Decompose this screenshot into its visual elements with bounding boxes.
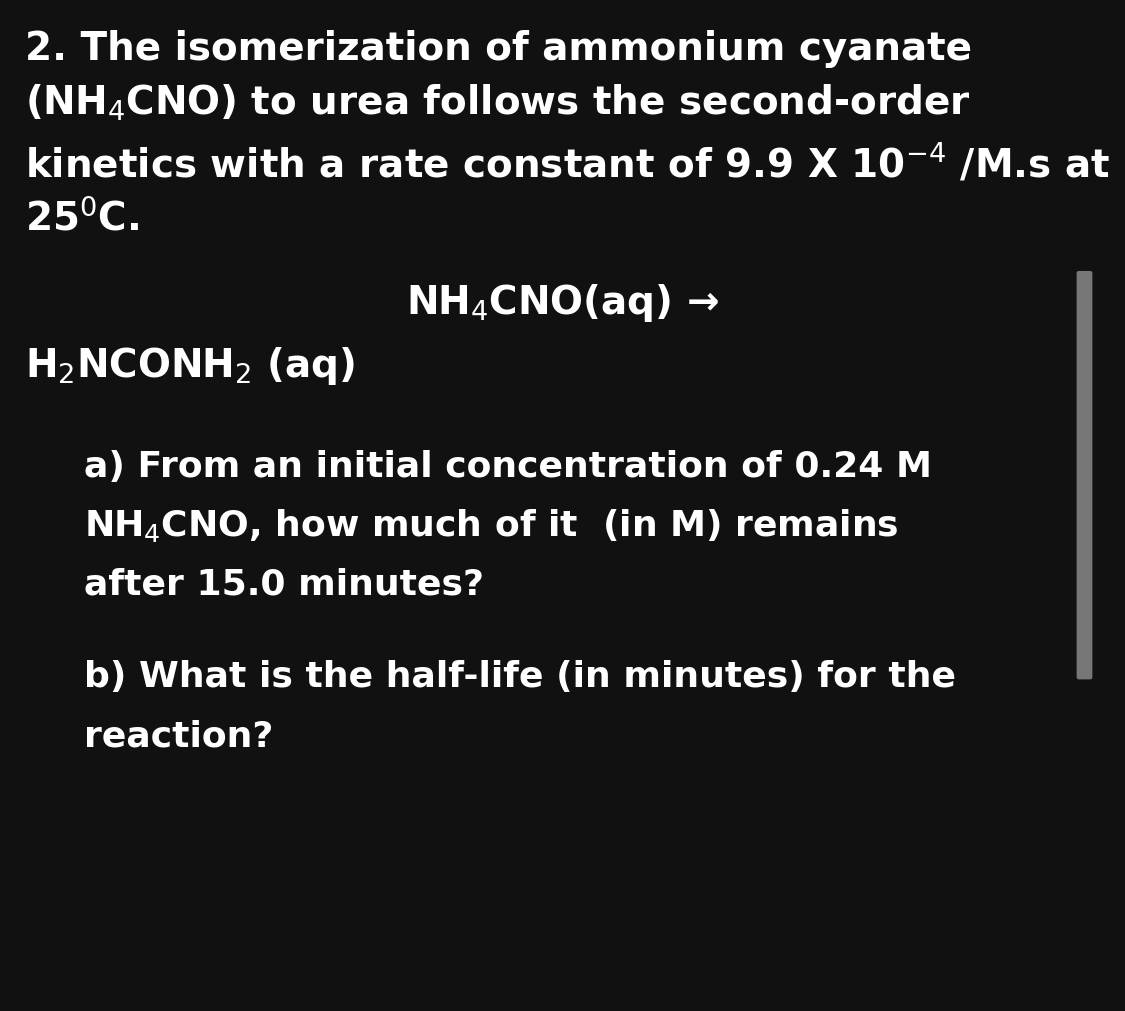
Text: H$_2$NCONH$_2$ (aq): H$_2$NCONH$_2$ (aq) [25, 345, 354, 387]
Text: reaction?: reaction? [84, 719, 273, 753]
Text: 25$^0$C.: 25$^0$C. [25, 198, 140, 239]
Text: a) From an initial concentration of 0.24 M: a) From an initial concentration of 0.24… [84, 450, 933, 484]
FancyBboxPatch shape [1077, 271, 1092, 679]
Text: (NH$_4$CNO) to urea follows the second-order: (NH$_4$CNO) to urea follows the second-o… [25, 83, 970, 123]
Text: after 15.0 minutes?: after 15.0 minutes? [84, 567, 485, 602]
Text: kinetics with a rate constant of 9.9 X 10$^{-4}$ /M.s at: kinetics with a rate constant of 9.9 X 1… [25, 143, 1110, 185]
Text: 2. The isomerization of ammonium cyanate: 2. The isomerization of ammonium cyanate [25, 29, 972, 68]
Text: NH$_4$CNO(aq) →: NH$_4$CNO(aq) → [406, 282, 719, 325]
Text: b) What is the half-life (in minutes) for the: b) What is the half-life (in minutes) fo… [84, 660, 956, 695]
Text: NH$_4$CNO, how much of it  (in M) remains: NH$_4$CNO, how much of it (in M) remains [84, 508, 899, 544]
